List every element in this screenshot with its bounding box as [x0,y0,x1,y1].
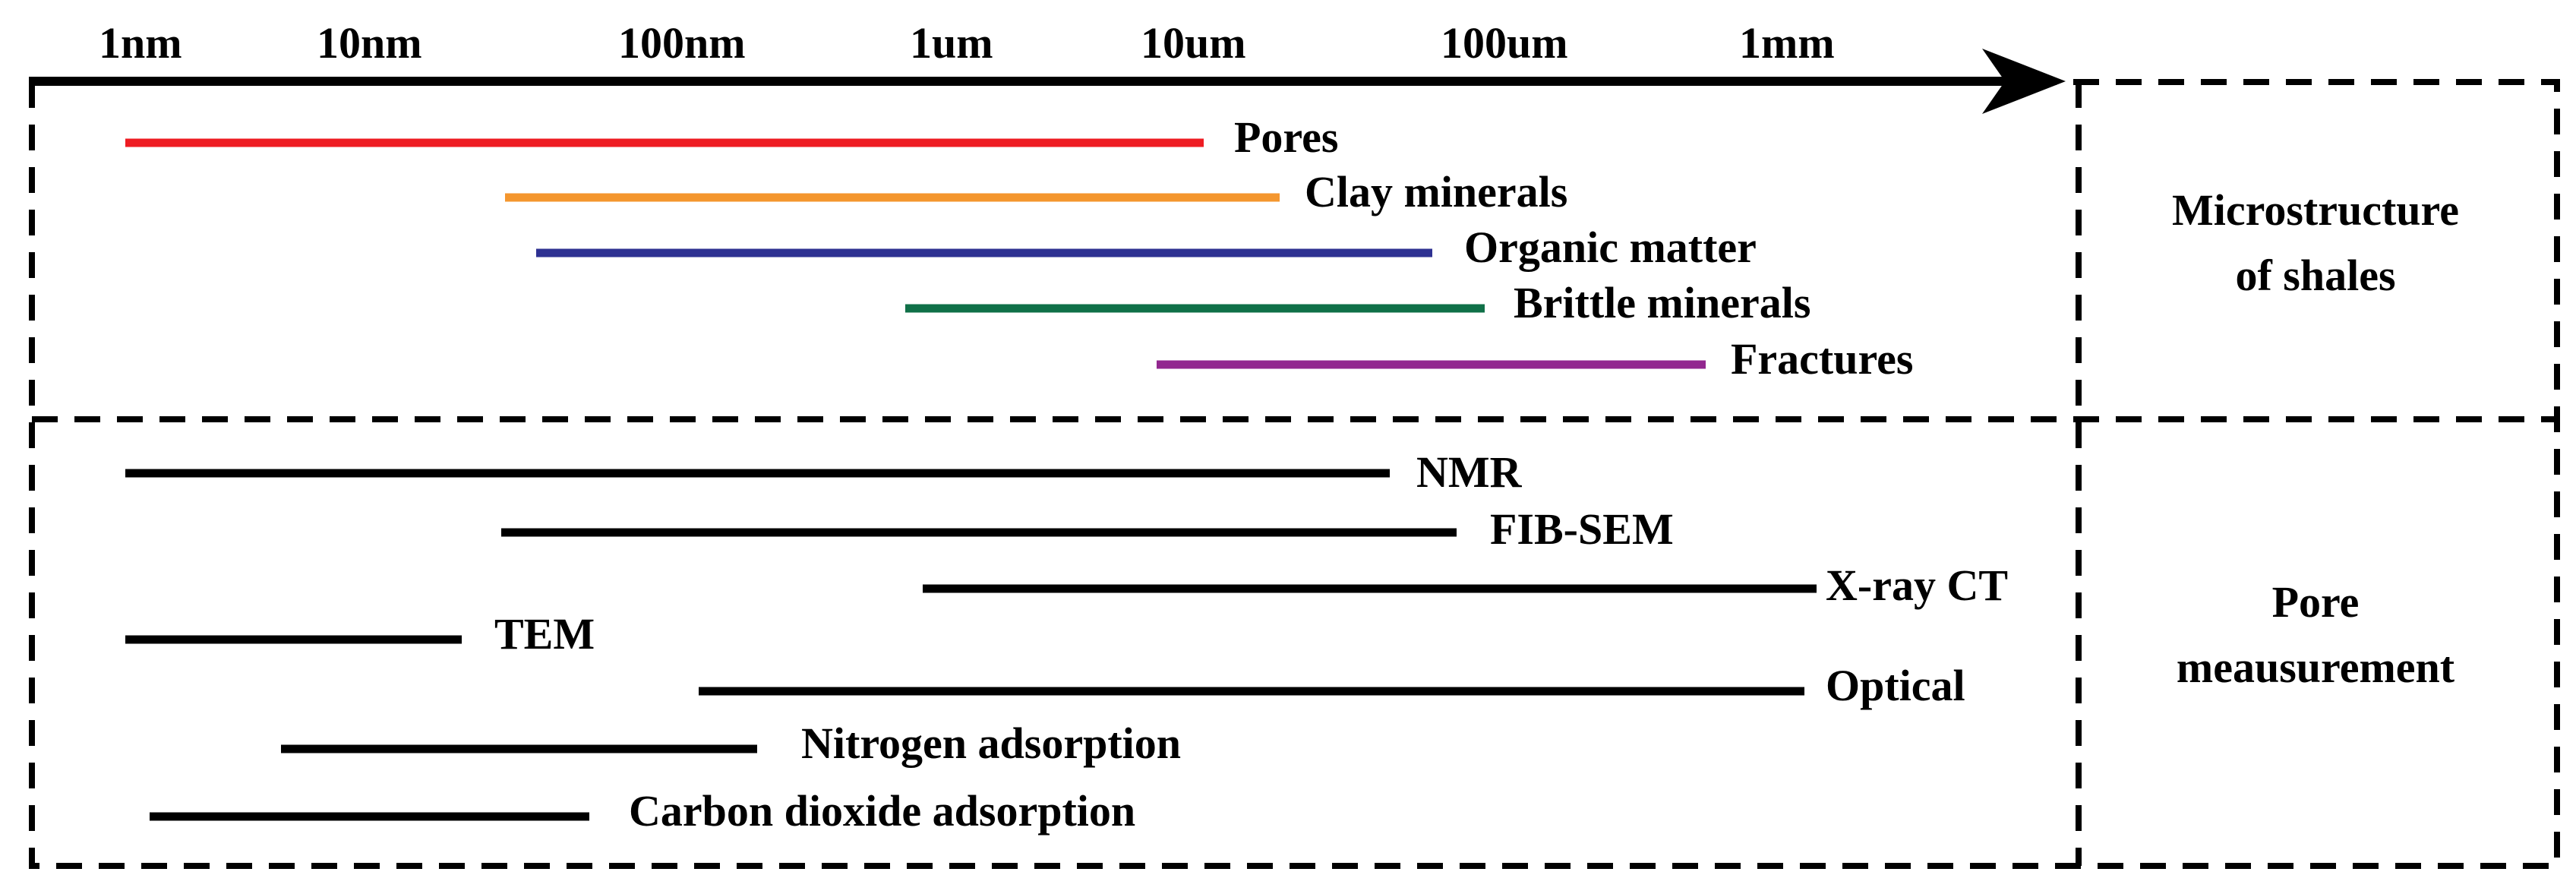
range-label-clay-minerals: Clay minerals [1305,167,1567,216]
range-label-organic-matter: Organic matter [1464,223,1757,272]
panel-labels: Microstructure of shales Pore meausureme… [2172,185,2459,692]
tick-label-10nm: 10nm [317,18,422,68]
range-label-optical: Optical [1826,661,1965,710]
frame-outer [29,79,2560,869]
range-label-nmr: NMR [1416,447,1523,497]
range-label-brittle-minerals: Brittle minerals [1514,278,1810,327]
panel-label-pore-measurement-line2: meausurement [2177,643,2455,692]
range-label-pores: Pores [1234,112,1338,162]
range-label-carbon-dioxide-adsorption: Carbon dioxide adsorption [629,786,1135,836]
range-label-fib-sem: FIB-SEM [1490,504,1674,554]
panel-label-pore-measurement-line1: Pore [2272,577,2360,627]
panel-frames [29,79,2560,869]
panel-label-microstructure-line1: Microstructure [2172,185,2459,235]
panel-label-microstructure-line2: of shales [2235,251,2395,300]
range-label-nitrogen-adsorption: Nitrogen adsorption [801,719,1181,768]
tick-label-100um: 100um [1441,18,1568,68]
method-ranges: NMR FIB-SEM X-ray CT TEM Optical Nitroge… [125,447,2008,836]
tick-label-1nm: 1nm [99,18,182,68]
tick-label-1um: 1um [910,18,993,68]
microstructure-ranges: Pores Clay minerals Organic matter Britt… [125,112,1914,384]
tick-label-1mm: 1mm [1739,18,1835,68]
range-label-tem: TEM [494,609,595,659]
scale-tick-labels: 1nm 10nm 100nm 1um 10um 100um 1mm [99,18,1835,68]
tick-label-10um: 10um [1141,18,1246,68]
tick-label-100nm: 100nm [618,18,746,68]
scale-axis-arrowhead [1982,49,2066,114]
range-label-fractures: Fractures [1731,334,1914,384]
range-label-x-ray-ct: X-ray CT [1826,561,2008,610]
